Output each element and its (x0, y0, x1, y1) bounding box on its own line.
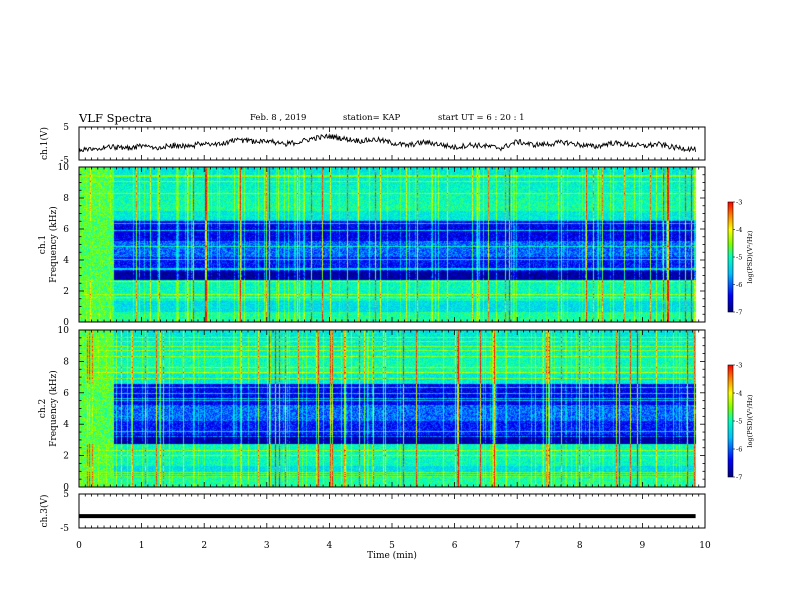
start-ut-text: start UT = 6 : 20 : 1 (438, 113, 525, 123)
ch2-spectrogram-colorbar (727, 364, 734, 478)
ch2-spectrogram-image (79, 330, 705, 487)
ch2-spectrogram-y-tick-label: 6 (63, 389, 69, 399)
x-tick-label: 2 (201, 541, 207, 551)
ch2-spectrogram-y-tick-label: 0 (63, 483, 69, 493)
x-tick-label: 8 (577, 541, 583, 551)
ch1-spectrogram-colorbar-tick-label: -3 (736, 199, 742, 207)
ch2-spectrogram-colorbar-tick-label: -5 (736, 418, 742, 426)
ch2-spectrogram-y-tick-label: 10 (58, 326, 70, 336)
ch1-spectrogram-colorbar (727, 201, 734, 313)
ch1-spectrogram-y-label: Frequency (kHz) (48, 206, 59, 283)
ch2-spectrogram-y-tick-label: 8 (63, 357, 69, 367)
ch2-spectrogram-channel-label: ch.2 (38, 399, 48, 418)
ch1-spectrogram-colorbar-tick-label: -7 (736, 309, 742, 317)
ch3-waveform-y-tick-label: 5 (63, 490, 69, 500)
date-text: Feb. 8 , 2019 (250, 113, 307, 123)
x-axis-label: Time (min) (367, 550, 417, 561)
ch3-waveform-y-tick-label: -5 (60, 524, 69, 534)
ch2-spectrogram-colorbar-tick-label: -3 (736, 362, 742, 370)
panel-frame-4 (78, 493, 706, 529)
ch2-spectrogram-y-label: Frequency (kHz) (48, 370, 59, 447)
ch1-spectrogram-channel-label: ch.1 (38, 235, 48, 254)
x-tick-label: 5 (389, 541, 395, 551)
ch1-spectrogram-y-tick-label: 2 (63, 287, 69, 297)
ch2-spectrogram-colorbar-tick-label: -4 (736, 390, 742, 398)
ch1-spectrogram-y-tick-label: 8 (63, 194, 69, 204)
ch1-spectrogram-colorbar-tick-label: -6 (736, 281, 742, 289)
ch1-waveform-y-tick-label: 5 (63, 123, 69, 133)
station-text: station= KAP (343, 113, 401, 123)
x-tick-label: 10 (699, 541, 711, 551)
ch2-spectrogram-y-tick-label: 4 (63, 420, 69, 430)
ch1-spectrogram-colorbar-label: log(PSD)(V²/Hz) (746, 230, 754, 283)
x-tick-label: 4 (327, 541, 333, 551)
x-tick-label: 1 (139, 541, 145, 551)
chart-title: VLF Spectra (79, 111, 153, 125)
x-tick-label: 6 (452, 541, 458, 551)
ch1-waveform-y-label: ch.1(V) (39, 127, 50, 160)
ch1-waveform-y-tick-label: -5 (60, 156, 69, 166)
ch1-spectrogram-y-tick-label: 4 (63, 256, 69, 266)
x-tick-label: 0 (76, 541, 82, 551)
x-tick-label: 3 (264, 541, 270, 551)
ch1-waveform-trace (78, 133, 697, 154)
ch1-spectrogram-image (79, 167, 705, 322)
ch1-spectrogram-y-tick-label: 0 (63, 318, 69, 328)
ch1-spectrogram-colorbar-tick-label: -4 (736, 226, 742, 234)
ch3-waveform-y-label: ch.3(V) (39, 495, 50, 528)
ch2-spectrogram-colorbar-label: log(PSD)(V²/Hz) (746, 394, 754, 447)
ch2-spectrogram-colorbar-tick-label: -7 (736, 474, 742, 482)
x-tick-label: 7 (514, 541, 520, 551)
ch2-spectrogram-colorbar-tick-label: -6 (736, 446, 742, 454)
ch1-spectrogram-colorbar-tick-label: -5 (736, 254, 742, 262)
ch1-spectrogram-y-tick-label: 6 (63, 225, 69, 235)
ch1-spectrogram-y-tick-label: 10 (58, 163, 70, 173)
x-tick-label: 9 (640, 541, 646, 551)
ch2-spectrogram-y-tick-label: 2 (63, 452, 69, 462)
